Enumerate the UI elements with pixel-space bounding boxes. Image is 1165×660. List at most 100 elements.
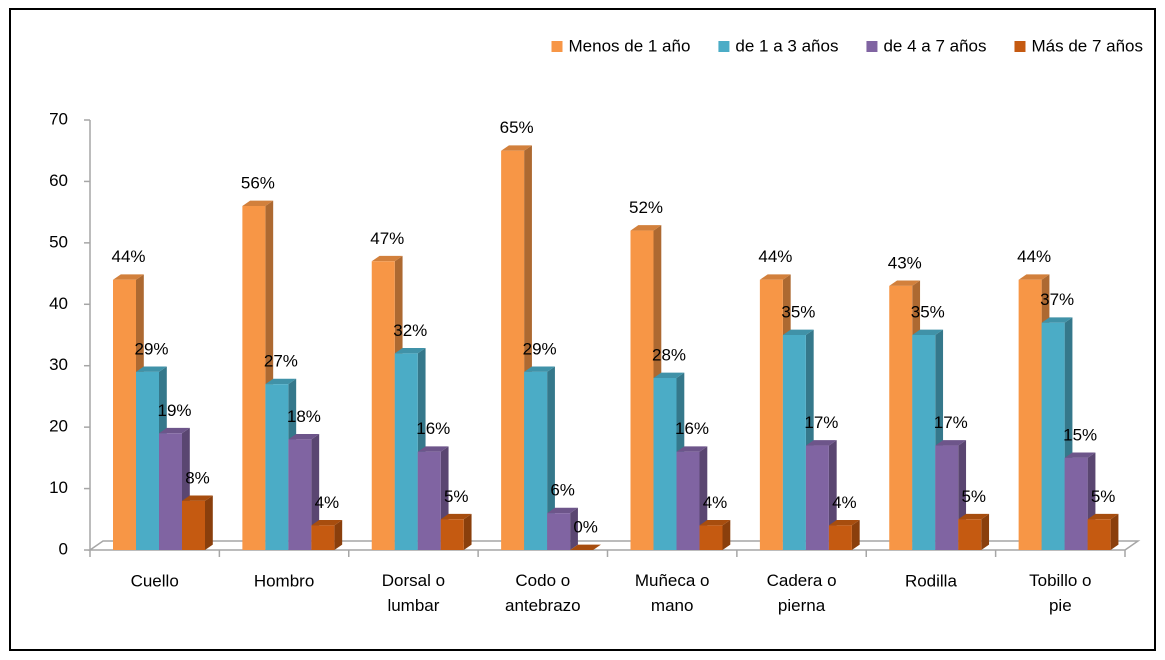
- bar-top: [782, 329, 814, 335]
- bar-front: [828, 525, 852, 550]
- value-label: 37%: [1040, 290, 1074, 309]
- bar-top: [958, 513, 990, 520]
- bar-top: [501, 145, 532, 151]
- y-tick-label: 0: [59, 539, 68, 558]
- bar: [547, 507, 578, 550]
- bar: [676, 446, 708, 550]
- value-label: 32%: [393, 321, 427, 340]
- bar-front: [699, 525, 723, 550]
- bar-side: [547, 366, 555, 550]
- bar-front: [394, 353, 418, 550]
- bar-front: [1064, 457, 1088, 550]
- value-label: 17%: [934, 413, 968, 432]
- bar-front: [288, 439, 312, 550]
- bar-side: [205, 495, 213, 550]
- legend-swatch: [866, 41, 878, 52]
- bar-front: [440, 519, 464, 550]
- value-label: 19%: [157, 401, 191, 420]
- value-label: 47%: [370, 229, 404, 248]
- legend-item: de 1 a 3 años: [718, 36, 838, 55]
- value-label: 16%: [675, 419, 709, 438]
- bar-top: [935, 440, 967, 446]
- value-label: 56%: [241, 173, 275, 192]
- value-label: 5%: [1091, 487, 1116, 506]
- bar-front: [912, 335, 936, 550]
- bar: [182, 495, 213, 550]
- bar-top: [653, 372, 685, 378]
- value-label: 29%: [523, 339, 557, 358]
- bar-top: [265, 378, 297, 385]
- bar-side: [570, 507, 578, 550]
- y-tick-label: 20: [49, 417, 68, 436]
- bar-top: [288, 434, 320, 440]
- bar-front: [1041, 322, 1065, 550]
- value-label: 35%: [781, 302, 815, 321]
- bar-front: [371, 261, 395, 550]
- bar-side: [463, 513, 472, 550]
- legend-label: Más de 7 años: [1031, 36, 1143, 55]
- bar-side: [851, 520, 860, 550]
- value-label: 35%: [911, 302, 945, 321]
- bar: [805, 440, 837, 550]
- bar-front: [958, 519, 982, 550]
- bar-front: [630, 230, 654, 551]
- bar-front: [311, 525, 335, 550]
- x-tick-label: Cuello: [131, 571, 179, 590]
- bar: [699, 520, 731, 550]
- bar-front: [547, 513, 571, 550]
- value-label: 27%: [264, 352, 298, 371]
- bar-top: [417, 446, 449, 452]
- legend-item: de 4 a 7 años: [866, 36, 986, 55]
- bar-front: [889, 285, 913, 550]
- legend-item: Menos de 1 año: [551, 36, 690, 55]
- bar-side: [722, 520, 731, 550]
- bar-front: [759, 279, 783, 550]
- bar-top: [371, 255, 403, 262]
- value-label: 15%: [1063, 425, 1097, 444]
- bar-top: [912, 329, 944, 335]
- chart-border: [9, 8, 1156, 651]
- bar: [288, 434, 320, 550]
- value-label: 4%: [315, 493, 340, 512]
- value-label: 29%: [134, 339, 168, 358]
- value-label: 4%: [703, 493, 728, 512]
- value-label: 52%: [629, 198, 663, 217]
- bar-top: [242, 200, 274, 206]
- value-label: 44%: [1017, 247, 1051, 266]
- bar-front: [782, 335, 806, 550]
- value-label: 16%: [416, 419, 450, 438]
- x-tick-label: Hombro: [254, 571, 314, 590]
- legend-label: de 4 a 7 años: [883, 36, 986, 55]
- bar-side: [1110, 513, 1119, 550]
- bar-front: [265, 384, 289, 550]
- bar-front: [136, 371, 159, 550]
- bar-side: [981, 513, 990, 550]
- x-tick-label: Tobillo o pie: [1029, 571, 1091, 615]
- bar-top: [136, 366, 167, 372]
- bar-top: [1041, 317, 1073, 323]
- bar-front: [501, 150, 525, 550]
- y-tick-label: 70: [49, 109, 68, 128]
- value-label: 6%: [550, 481, 575, 500]
- bar-front: [653, 378, 677, 550]
- y-tick-label: 50: [49, 232, 68, 251]
- bar-top: [113, 274, 144, 280]
- x-tick-label: Rodilla: [905, 571, 958, 590]
- bar-front: [242, 206, 266, 550]
- bar-top: [182, 495, 213, 501]
- x-tick-label: Dorsal o lumbar: [382, 571, 445, 615]
- bar-front: [676, 451, 700, 550]
- y-tick-label: 60: [49, 171, 68, 190]
- y-tick-label: 10: [49, 478, 68, 497]
- value-label: 5%: [961, 487, 986, 506]
- value-label: 65%: [500, 118, 534, 137]
- value-label: 4%: [832, 493, 857, 512]
- bar: [524, 366, 555, 550]
- bar-front: [417, 451, 441, 550]
- value-label: 0%: [573, 517, 598, 536]
- bar-top: [1087, 513, 1119, 520]
- bar-front: [935, 445, 959, 550]
- bar-side: [311, 434, 320, 550]
- bar-top: [440, 513, 472, 520]
